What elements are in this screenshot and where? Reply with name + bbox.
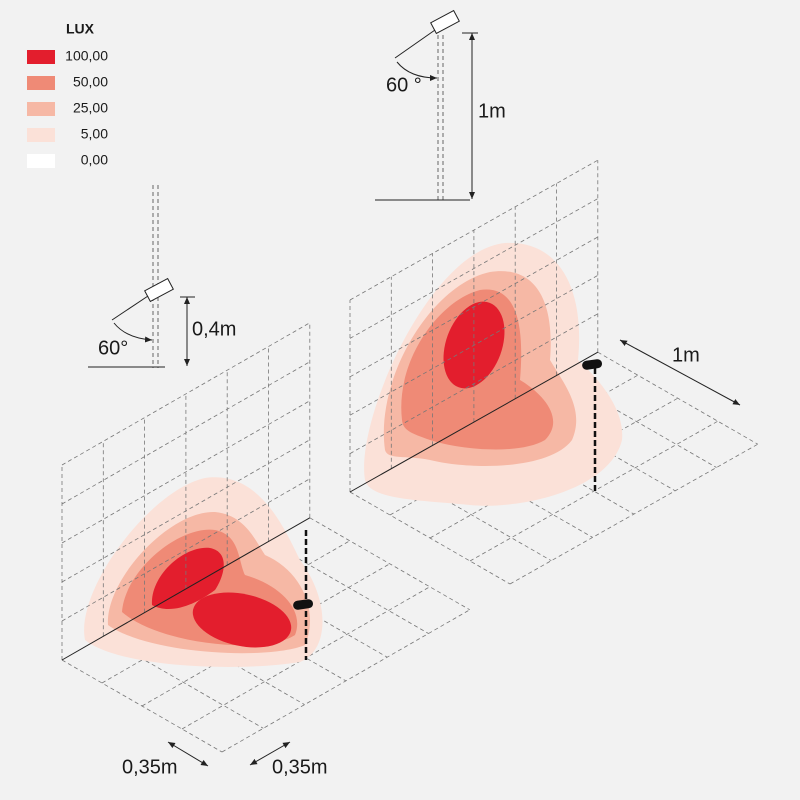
angle-label: 60 ° bbox=[386, 74, 422, 96]
contours-left bbox=[84, 477, 323, 667]
grid-line bbox=[61, 322, 310, 466]
grid-line bbox=[349, 159, 598, 301]
height-label: 0,4m bbox=[192, 318, 236, 340]
grid-line bbox=[469, 420, 718, 562]
grid-line bbox=[349, 351, 599, 493]
grid-line bbox=[309, 517, 470, 611]
grid-line bbox=[349, 313, 598, 454]
grid-overlay bbox=[61, 159, 599, 661]
legend-swatch bbox=[27, 102, 55, 116]
left-fixture: 60° 0,4m bbox=[88, 185, 236, 368]
right-fixture: 60 ° 1m bbox=[375, 9, 506, 201]
spacing-label: 0,35m bbox=[122, 756, 178, 778]
contours-right bbox=[364, 242, 623, 506]
legend-swatch bbox=[27, 76, 55, 90]
width-label: 1m bbox=[672, 344, 700, 366]
legend-label: 50,00 bbox=[73, 74, 108, 90]
fixture bbox=[582, 359, 603, 370]
spacing-label: 0,35m bbox=[272, 756, 328, 778]
legend-title: LUX bbox=[66, 21, 95, 37]
contour bbox=[151, 547, 224, 610]
contour bbox=[192, 592, 292, 648]
height-label: 1m bbox=[478, 100, 506, 122]
fixture bbox=[293, 599, 314, 610]
grid-line bbox=[61, 361, 310, 505]
legend-swatch bbox=[27, 50, 55, 64]
grid-line bbox=[349, 198, 598, 339]
legend-label: 25,00 bbox=[73, 100, 108, 116]
grid-line bbox=[509, 443, 758, 585]
legend-label: 5,00 bbox=[81, 126, 108, 142]
grid-line bbox=[61, 478, 310, 622]
grid-line bbox=[61, 400, 310, 544]
grid-line bbox=[221, 609, 470, 753]
legend-swatch bbox=[27, 154, 55, 168]
grid-line bbox=[349, 236, 598, 378]
grid-line bbox=[61, 439, 310, 583]
grid-line bbox=[349, 275, 598, 416]
angle-label: 60° bbox=[98, 337, 128, 359]
legend-label: 0,00 bbox=[81, 152, 108, 168]
legend-label: 100,00 bbox=[65, 48, 108, 64]
legend-swatch bbox=[27, 128, 55, 142]
grid-line bbox=[61, 517, 311, 661]
legend: 100,00 50,00 25,00 5,00 0,00 bbox=[27, 48, 108, 168]
